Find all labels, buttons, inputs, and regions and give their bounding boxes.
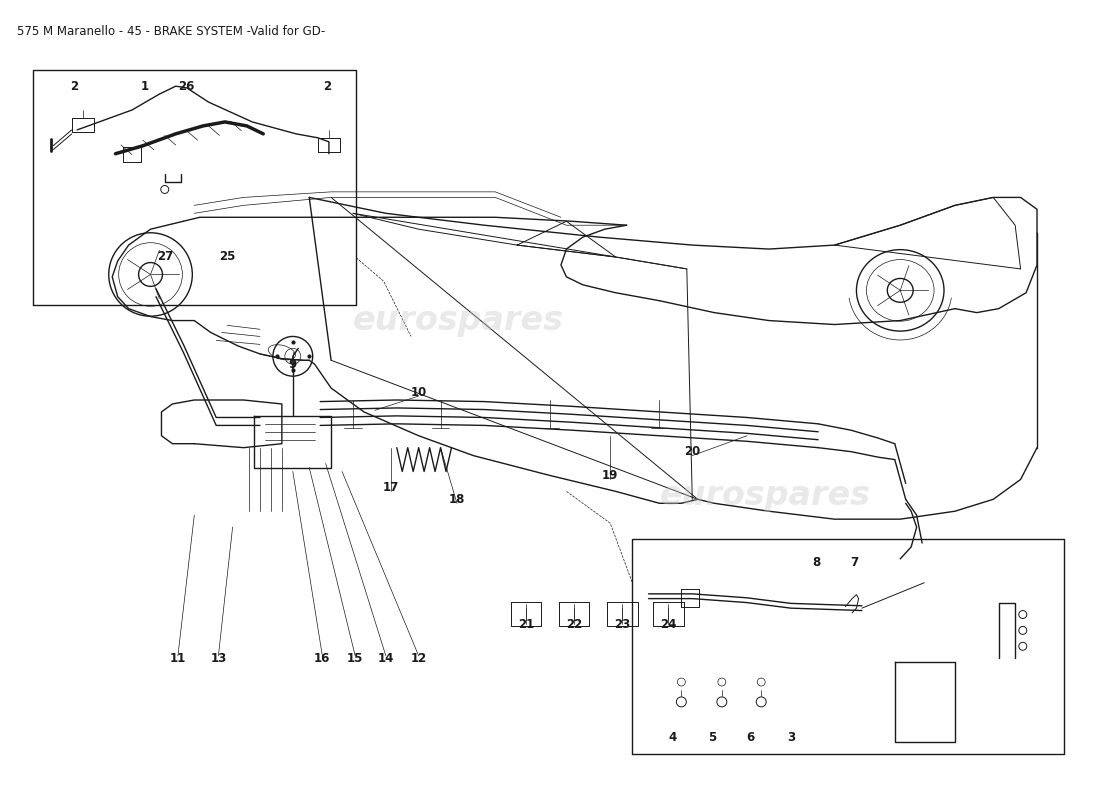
Text: 18: 18	[449, 493, 465, 506]
Text: 15: 15	[346, 652, 363, 665]
Text: 14: 14	[377, 652, 394, 665]
Text: 21: 21	[518, 618, 534, 630]
Text: 24: 24	[660, 618, 676, 630]
Text: eurospares: eurospares	[659, 479, 870, 512]
Text: 2: 2	[70, 80, 78, 93]
Text: 2: 2	[322, 80, 331, 93]
Text: eurospares: eurospares	[353, 304, 564, 337]
Text: 23: 23	[614, 618, 630, 630]
Text: 27: 27	[156, 250, 173, 263]
Text: 20: 20	[684, 445, 701, 458]
Text: 1: 1	[141, 80, 150, 93]
Text: 10: 10	[410, 386, 427, 398]
Text: 19: 19	[602, 469, 618, 482]
Text: 575 M Maranello - 45 - BRAKE SYSTEM -Valid for GD-: 575 M Maranello - 45 - BRAKE SYSTEM -Val…	[16, 25, 324, 38]
Text: 13: 13	[210, 652, 227, 665]
Text: 7: 7	[850, 556, 858, 570]
Text: 12: 12	[410, 652, 427, 665]
Text: 8: 8	[812, 556, 821, 570]
Text: 5: 5	[708, 731, 716, 744]
Text: 6: 6	[746, 731, 755, 744]
Text: 22: 22	[566, 618, 582, 630]
Text: 3: 3	[786, 731, 795, 744]
Text: 25: 25	[219, 250, 235, 263]
Text: 4: 4	[669, 731, 676, 744]
Text: 9: 9	[288, 358, 297, 370]
Text: 17: 17	[383, 481, 399, 494]
Text: 11: 11	[169, 652, 186, 665]
Text: 26: 26	[178, 80, 195, 93]
Text: 16: 16	[315, 652, 330, 665]
